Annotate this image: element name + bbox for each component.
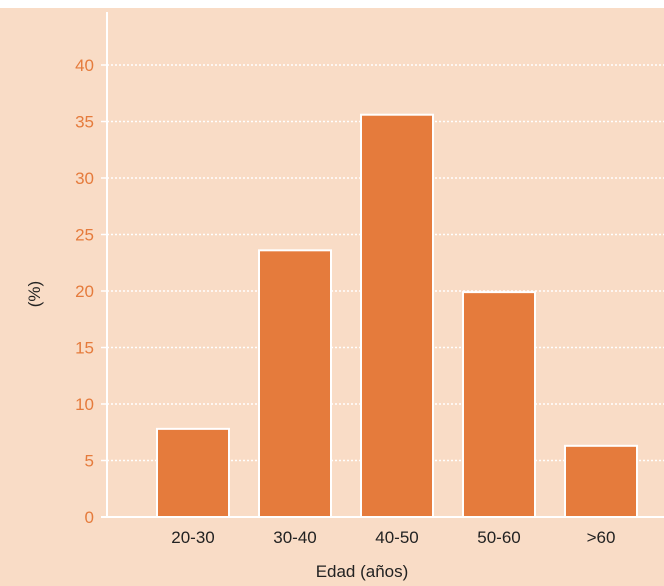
y-tick-label: 40 xyxy=(75,56,94,75)
x-axis-title: Edad (años) xyxy=(316,562,409,581)
bar-30-40 xyxy=(258,249,332,518)
y-tick-label: 20 xyxy=(75,282,94,301)
y-tick-label: 5 xyxy=(85,452,94,471)
x-tick-label: 50-60 xyxy=(477,528,520,547)
y-tick-label: 10 xyxy=(75,395,94,414)
bar--60 xyxy=(564,444,638,518)
x-tick-label: 30-40 xyxy=(273,528,316,547)
y-tick-label: 0 xyxy=(85,508,94,527)
bar-40-50 xyxy=(360,113,434,518)
x-axis-ticks: 20-30 30-40 40-50 50-60 >60 xyxy=(171,528,615,547)
bars xyxy=(156,113,638,518)
y-axis-ticks: 0 5 10 15 20 25 30 35 40 xyxy=(75,56,107,527)
y-tick-label: 25 xyxy=(75,226,94,245)
bar-20-30 xyxy=(156,427,230,518)
y-tick-label: 15 xyxy=(75,339,94,358)
x-tick-label: 40-50 xyxy=(375,528,418,547)
x-tick-label: 20-30 xyxy=(171,528,214,547)
bar-50-60 xyxy=(462,291,536,518)
y-tick-label: 30 xyxy=(75,169,94,188)
y-axis-title: (%) xyxy=(25,281,44,307)
y-tick-label: 35 xyxy=(75,113,94,132)
x-tick-label: >60 xyxy=(587,528,616,547)
